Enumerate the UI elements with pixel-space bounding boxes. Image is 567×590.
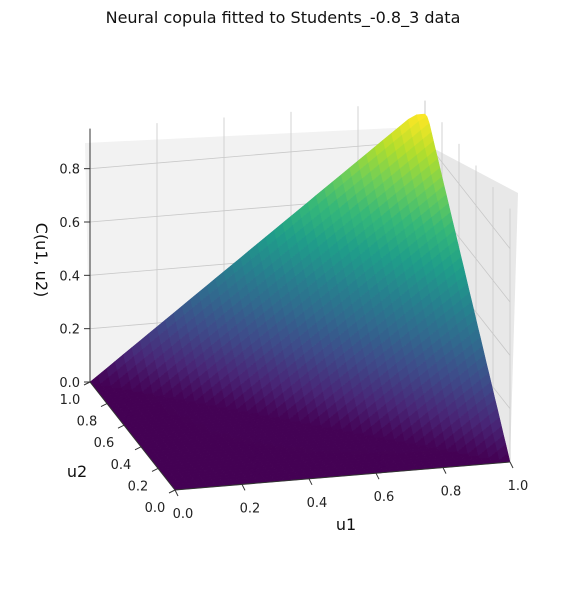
y-tick: [117, 424, 125, 429]
x-tick-label: 0.4: [307, 496, 328, 511]
y-tick: [134, 446, 142, 451]
y-tick-label: 1.0: [60, 393, 81, 408]
x-tick-label: 0.8: [441, 485, 462, 500]
z-tick-label: 0.8: [59, 163, 80, 178]
y-axis-label: u2: [67, 462, 87, 481]
x-tick: [375, 472, 380, 480]
x-axis-label: u1: [336, 515, 356, 534]
z-tick-label: 0.0: [59, 376, 80, 391]
y-tick-label: 0.8: [77, 415, 98, 430]
y-tick-label: 0.0: [145, 501, 166, 516]
x-tick-label: 1.0: [508, 479, 529, 494]
y-tick: [168, 489, 176, 494]
z-tick-label: 0.2: [59, 323, 80, 338]
y-axis-line: [89, 381, 176, 491]
y-tick-label: 0.2: [128, 479, 149, 494]
y-tick: [100, 403, 108, 408]
z-tick-label: 0.6: [59, 216, 80, 231]
x-tick-label: 0.0: [173, 507, 194, 522]
x-tick: [509, 461, 514, 469]
y-tick: [151, 467, 159, 472]
surface-mesh: [89, 113, 511, 491]
axes: 0.0 0.2 0.4 0.6 0.8 1.0 0.0 0.2 0.4 0.6 0.8 1.0 0.0 0…: [59, 128, 529, 522]
y-tick-label: 0.4: [111, 458, 132, 473]
x-tick-label: 0.2: [240, 501, 261, 516]
z-axis-label: C(u1, u2): [32, 223, 51, 297]
chart-title: Neural copula fitted to Students_-0.8_3 …: [106, 8, 461, 28]
z-tick-label: 0.4: [59, 269, 80, 284]
x-tick: [308, 478, 313, 486]
x-tick: [174, 489, 179, 497]
x-tick: [241, 484, 246, 491]
x-axis-line: [174, 461, 511, 491]
y-tick-label: 0.6: [94, 436, 115, 451]
x-tick-label: 0.6: [374, 490, 395, 505]
x-tick: [442, 467, 447, 474]
